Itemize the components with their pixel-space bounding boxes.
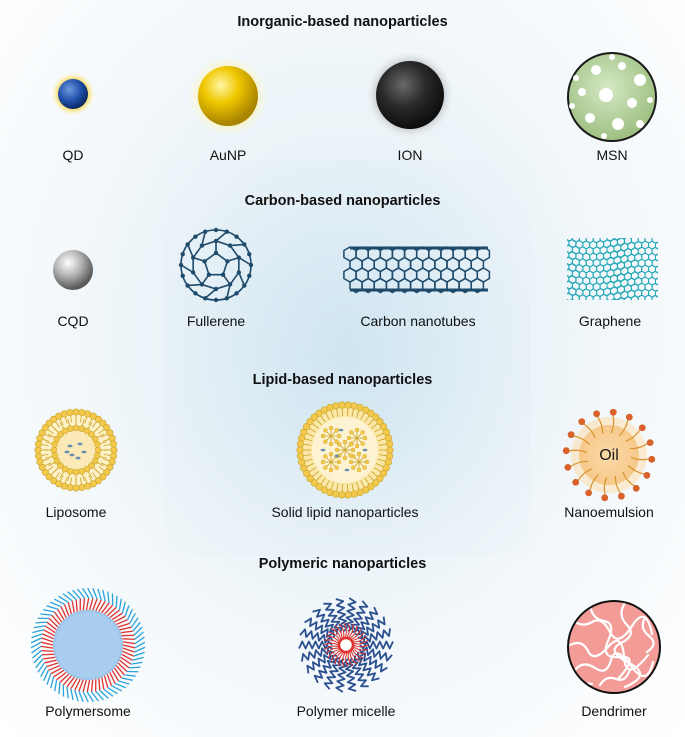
label-nanoemulsion: Nanoemulsion xyxy=(564,504,654,520)
label-polymersome: Polymersome xyxy=(45,703,131,719)
nanoemulsion-icon xyxy=(562,408,656,502)
dendrimer-icon xyxy=(567,600,661,694)
graphene-icon xyxy=(567,238,658,300)
msn-icon xyxy=(567,52,657,142)
label-qd: QD xyxy=(62,147,84,163)
carbon-nanotube-icon xyxy=(343,246,491,294)
oil-label: Oil xyxy=(599,447,619,464)
section-title-carbon: Carbon-based nanoparticles xyxy=(244,193,441,209)
label-polymer-micelle: Polymer micelle xyxy=(296,703,396,719)
section-title-lipid: Lipid-based nanoparticles xyxy=(252,372,433,388)
polymersome-icon xyxy=(30,587,146,703)
polymer-micelle-icon xyxy=(298,597,394,693)
section-title-inorganic: Inorganic-based nanoparticles xyxy=(237,14,448,30)
ion-icon xyxy=(366,51,454,139)
label-ion: ION xyxy=(397,147,423,163)
label-fullerene: Fullerene xyxy=(186,313,246,329)
label-solid-lipid: Solid lipid nanoparticles xyxy=(271,504,419,520)
aunp-icon xyxy=(188,56,268,136)
solid-lipid-nanoparticle-icon xyxy=(296,401,394,499)
label-dendrimer: Dendrimer xyxy=(581,703,647,719)
label-liposome: Liposome xyxy=(45,504,107,520)
section-title-polymeric: Polymeric nanoparticles xyxy=(258,556,427,572)
fullerene-icon xyxy=(178,227,254,303)
label-cqd: CQD xyxy=(57,313,89,329)
label-msn: MSN xyxy=(596,147,628,163)
label-graphene: Graphene xyxy=(578,313,642,329)
liposome-icon xyxy=(34,408,118,492)
label-aunp: AuNP xyxy=(209,147,247,163)
cqd-icon xyxy=(53,250,93,290)
label-carbon-nanotubes: Carbon nanotubes xyxy=(360,313,476,329)
qd-icon xyxy=(51,72,95,116)
